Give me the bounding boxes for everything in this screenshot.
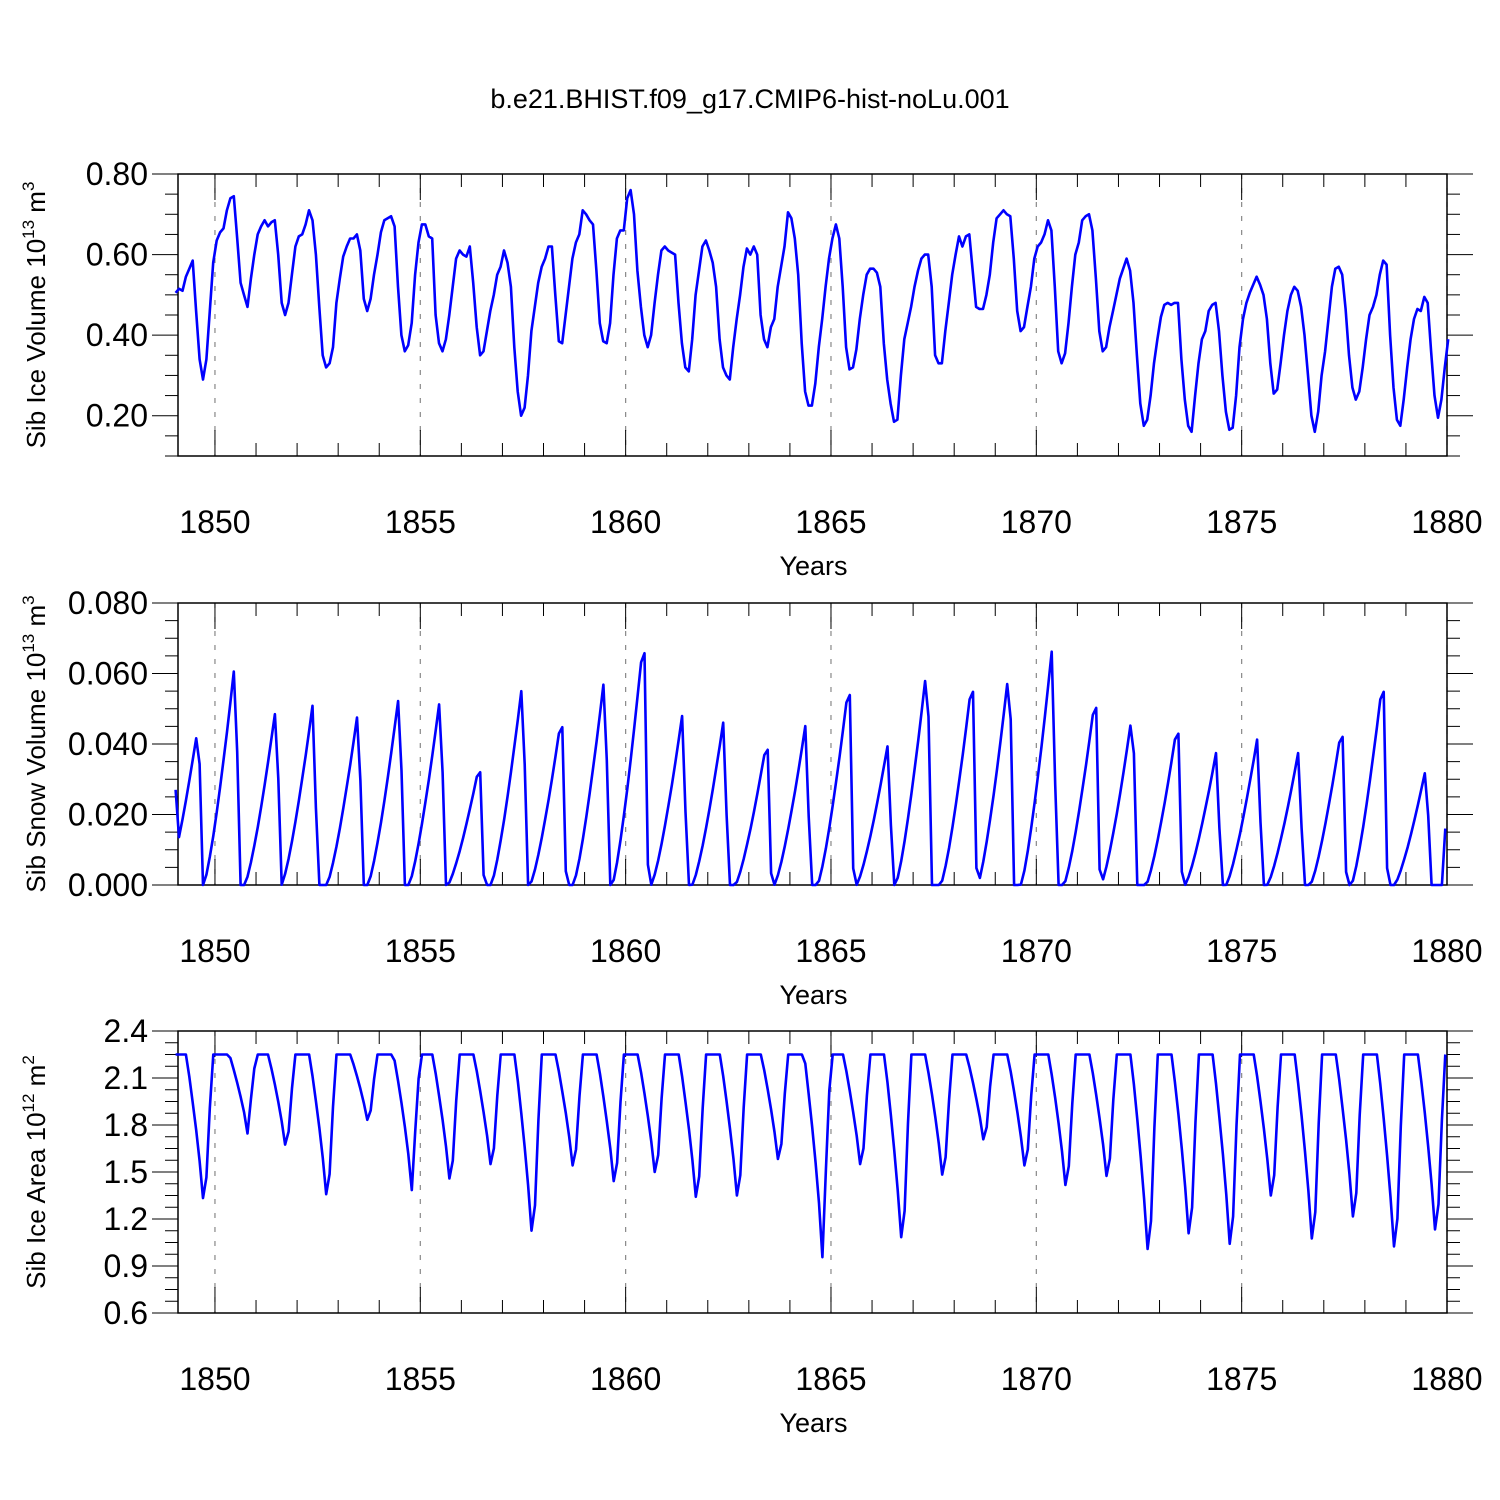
panel-1-y-tick-label: 0.40: [86, 317, 148, 353]
panel-2-series-line: [174, 650, 1447, 887]
panel-3-y-tick-label: 0.6: [104, 1295, 148, 1331]
panel-3-y-tick-label: 1.5: [104, 1154, 148, 1190]
panel-3-series-line: [175, 1053, 1447, 1259]
panel-2-y-tick-label: 0.060: [68, 656, 148, 692]
panel-1-y-tick-label: 0.80: [86, 156, 148, 192]
panel-1-x-tick-label: 1865: [795, 504, 866, 540]
panel-2-y-tick-label: 0.040: [68, 726, 148, 762]
panel-2-y-tick-label: 0.080: [68, 585, 148, 621]
panel-2-x-tick-label: 1855: [385, 933, 456, 969]
panel-1-y-tick-label: 0.60: [86, 237, 148, 273]
panel-2-x-tick-label: 1880: [1411, 933, 1482, 969]
panel-1-series-line: [174, 188, 1450, 434]
panel-1-x-tick-label: 1860: [590, 504, 661, 540]
panel-3-x-tick-label: 1870: [1001, 1361, 1072, 1397]
panel-2-y-tick-label: 0.000: [68, 867, 148, 903]
panel-3-x-axis-label: Years: [779, 1408, 847, 1438]
panel-3-y-tick-label: 1.2: [104, 1201, 148, 1237]
panel-2-x-tick-label: 1870: [1001, 933, 1072, 969]
panel-2-x-tick-label: 1865: [795, 933, 866, 969]
panel-2-y-axis-label: Sib Snow Volume 1013 m3: [19, 595, 51, 892]
panel-3-x-tick-label: 1880: [1411, 1361, 1482, 1397]
panel-3-y-tick-label: 2.1: [104, 1060, 148, 1096]
panel-1-y-tick-label: 0.20: [86, 398, 148, 434]
page-title: b.e21.BHIST.f09_g17.CMIP6-hist-noLu.001: [490, 84, 1010, 114]
panel-3-x-tick-label: 1855: [385, 1361, 456, 1397]
panel-3-y-tick-label: 1.8: [104, 1107, 148, 1143]
panel-1-x-tick-label: 1875: [1206, 504, 1277, 540]
panel-3-plot-frame: [177, 1030, 1448, 1314]
panel-1-x-tick-label: 1850: [179, 504, 250, 540]
panel-1-x-tick-label: 1855: [385, 504, 456, 540]
panel-1-y-axis-label: Sib Ice Volume 1013 m3: [19, 182, 51, 449]
panel-3-y-tick-label: 2.4: [104, 1013, 148, 1049]
panel-2-x-tick-label: 1860: [590, 933, 661, 969]
panel-3-x-tick-label: 1860: [590, 1361, 661, 1397]
panel-3-y-tick-label: 0.9: [104, 1248, 148, 1284]
panel-3-x-tick-label: 1865: [795, 1361, 866, 1397]
panel-1-plot-frame: [177, 173, 1448, 457]
panel-2-y-tick-label: 0.020: [68, 797, 148, 833]
panel-3-y-axis-label: Sib Ice Area 1012 m2: [19, 1055, 51, 1289]
panel-2-x-axis-label: Years: [779, 980, 847, 1010]
panel-3-x-tick-label: 1850: [179, 1361, 250, 1397]
panel-1-x-tick-label: 1870: [1001, 504, 1072, 540]
panel-2-x-tick-label: 1875: [1206, 933, 1277, 969]
panel-3-x-tick-label: 1875: [1206, 1361, 1277, 1397]
panel-2-x-tick-label: 1850: [179, 933, 250, 969]
panel-1-x-tick-label: 1880: [1411, 504, 1482, 540]
panel-1-x-axis-label: Years: [779, 551, 847, 581]
